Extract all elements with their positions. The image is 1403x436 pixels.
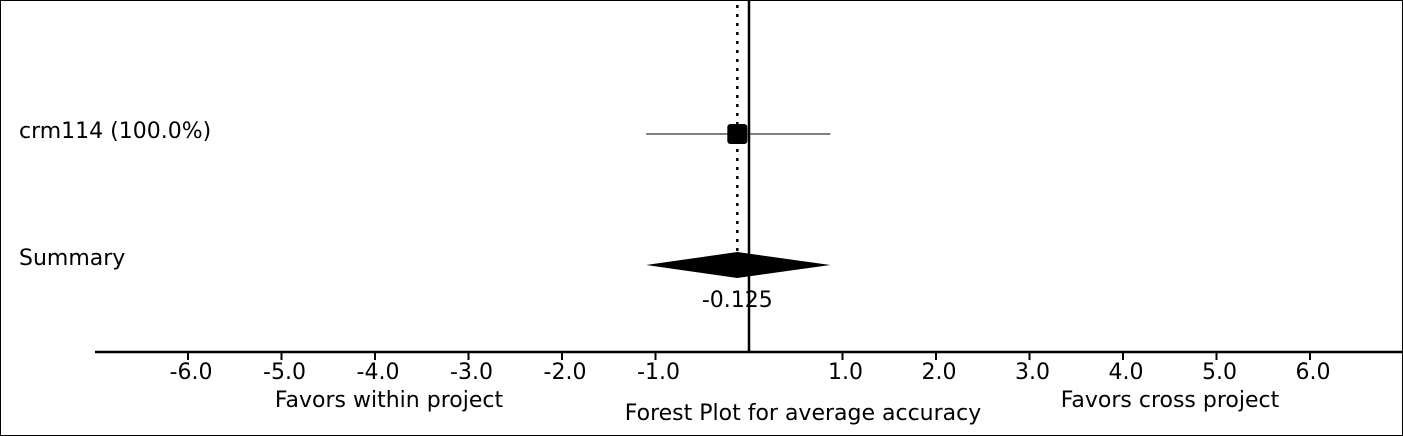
left-annotation: Favors within project	[275, 388, 504, 413]
x-tick-label: 1.0	[828, 360, 863, 385]
summary-value-label: -0.125	[702, 288, 773, 313]
x-tick-label: 3.0	[1015, 360, 1050, 385]
summary-label: Summary	[19, 246, 125, 271]
x-tick-label: 2.0	[922, 360, 957, 385]
study-point-square	[727, 124, 748, 144]
chart-title: Forest Plot for average accuracy	[625, 401, 982, 426]
studies	[646, 124, 831, 144]
summary-diamond	[646, 252, 831, 278]
x-tick-label: 6.0	[1296, 360, 1331, 385]
study-label: crm114 (100.0%)	[19, 119, 211, 144]
x-tick-label: 4.0	[1109, 360, 1144, 385]
x-tick-label: -2.0	[544, 360, 587, 385]
x-tick-label: -4.0	[357, 360, 400, 385]
x-tick-label: -1.0	[637, 360, 680, 385]
x-tick-label: -5.0	[263, 360, 306, 385]
x-tick-label: -6.0	[170, 360, 213, 385]
x-axis-ticks: -6.0 -5.0 -4.0 -3.0 -2.0 -1.0 1.0 2.0 3.0 4.0 5.0 6…	[170, 352, 1331, 385]
right-annotation: Favors cross project	[1061, 388, 1280, 413]
x-tick-label: -3.0	[450, 360, 493, 385]
x-tick-label: 5.0	[1202, 360, 1237, 385]
